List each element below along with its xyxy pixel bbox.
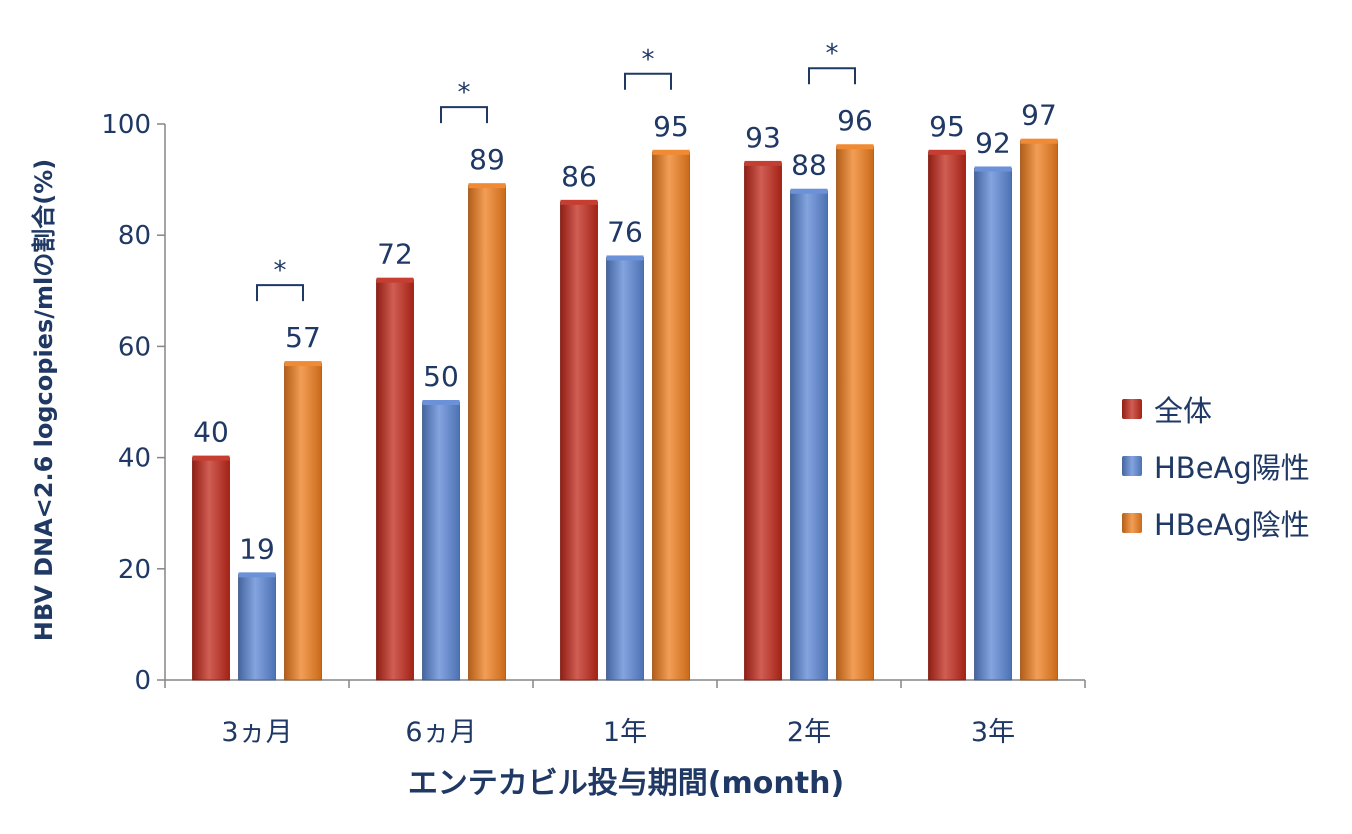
y-tick-label: 0 [134, 666, 151, 696]
data-label: 95 [929, 110, 965, 143]
data-label: 95 [653, 110, 689, 143]
bar [468, 184, 506, 681]
y-axis-title: HBV DNA<2.6 logcopies/mlの割合(%) [30, 159, 58, 641]
y-tick-label: 80 [118, 221, 151, 251]
data-label: 96 [837, 104, 873, 137]
bar-cap [192, 455, 230, 461]
bar-cap [928, 149, 966, 155]
bar [836, 145, 874, 681]
bar [192, 457, 230, 681]
bars [192, 138, 1058, 681]
data-label: 89 [469, 143, 505, 176]
y-axis: 0 20 40 60 80 100 [101, 110, 166, 696]
legend-label: HBeAg陰性 [1154, 507, 1310, 542]
legend-item: HBeAg陽性 [1122, 437, 1310, 494]
significance-bracket [624, 72, 672, 90]
significance-star: * [458, 78, 471, 108]
y-tick-label: 20 [118, 555, 151, 585]
legend-label: HBeAg陽性 [1154, 450, 1310, 485]
significance-star: * [642, 45, 655, 75]
significance-marks: * * * * [256, 39, 856, 302]
data-label: 97 [1021, 99, 1057, 132]
bar-cap [790, 188, 828, 194]
bar [790, 190, 828, 681]
significance-bracket [808, 67, 856, 85]
significance-bracket [440, 106, 488, 124]
bar [974, 168, 1012, 681]
x-category-label: 1年 [603, 717, 647, 748]
bar-cap [468, 183, 506, 189]
legend-label: 全体 [1154, 393, 1213, 428]
bar-cap [376, 277, 414, 283]
significance-bracket [256, 284, 304, 302]
significance-star: * [274, 256, 287, 286]
x-category-label: 6ヵ月 [405, 717, 476, 748]
bar-cap [422, 400, 460, 405]
bar [422, 401, 460, 681]
x-axis-title: エンテカビル投与期間(month) [408, 766, 844, 801]
x-category-label: 3ヵ月 [221, 717, 292, 748]
data-label: 19 [239, 532, 275, 565]
data-label: 86 [561, 160, 597, 193]
data-label: 76 [607, 215, 643, 248]
legend-swatch [1122, 455, 1142, 476]
data-label: 93 [745, 121, 781, 154]
bar [1020, 140, 1058, 681]
x-category-label: 2年 [787, 717, 831, 748]
bar [744, 162, 782, 681]
bar [606, 257, 644, 681]
legend: 全体 HBeAg陽性 HBeAg陰性 [1122, 380, 1310, 551]
data-label: 57 [285, 321, 321, 354]
bar-cap [744, 160, 782, 166]
legend-item: HBeAg陰性 [1122, 494, 1310, 551]
bar-cap [284, 361, 322, 367]
data-label: 72 [377, 238, 413, 271]
y-tick-label: 100 [101, 110, 151, 140]
legend-item: 全体 [1122, 380, 1310, 437]
bar-cap [1020, 138, 1058, 144]
bar [652, 151, 690, 681]
bar-cap [560, 199, 598, 205]
bar [238, 573, 276, 681]
bar-cap [606, 255, 644, 261]
x-axis: 3ヵ月 6ヵ月 1年 2年 3年 [164, 679, 1086, 748]
x-category-label: 3年 [971, 717, 1015, 748]
data-label: 92 [975, 126, 1011, 159]
significance-star: * [826, 39, 839, 69]
data-labels: 40 72 86 93 95 19 50 76 88 92 57 89 95 96 97 [193, 99, 1057, 566]
bar [376, 279, 414, 681]
data-label: 40 [193, 416, 229, 449]
y-tick-label: 40 [118, 444, 151, 474]
bar [284, 362, 322, 681]
data-label: 88 [791, 149, 827, 182]
y-tick-label: 60 [118, 332, 151, 362]
bar-cap [836, 144, 874, 150]
bar-cap [238, 572, 276, 578]
data-label: 50 [423, 360, 459, 393]
legend-swatch [1122, 512, 1142, 533]
bar [928, 151, 966, 681]
bar-cap [652, 149, 690, 155]
legend-swatch [1122, 398, 1142, 419]
bar [560, 201, 598, 681]
bar-cap [974, 166, 1012, 172]
